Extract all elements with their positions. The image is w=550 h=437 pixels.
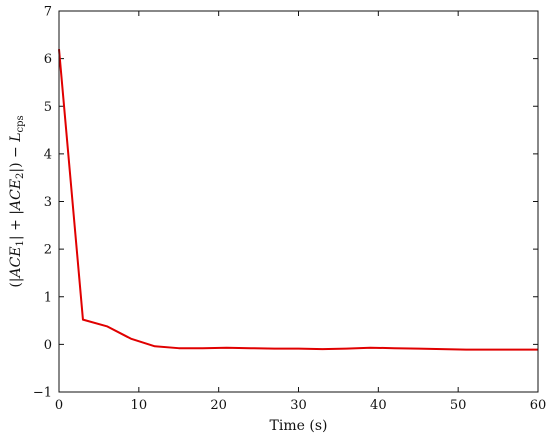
- y-axis-title-part: | + |: [8, 210, 24, 240]
- y-axis-title-part: 1: [15, 240, 26, 246]
- y-tick-label: 2: [44, 243, 52, 258]
- series-line: [58, 49, 538, 351]
- y-tick-label: −1: [33, 386, 52, 401]
- plot-frame: [58, 10, 539, 393]
- y-axis-ticks: −1 0 1 2 3 4 5 6 7: [33, 5, 538, 401]
- x-tick-label: 60: [530, 398, 547, 413]
- y-axis-title-part: L: [8, 132, 24, 142]
- x-axis-ticks: 0 10 20 30 40 50 60: [55, 11, 546, 413]
- y-axis-title-part: (|: [8, 277, 24, 287]
- y-axis-title-part: ACE: [8, 246, 24, 279]
- y-axis-title: (|ACE1| + |ACE2|) − Lcps: [8, 115, 26, 287]
- x-tick-label: 10: [131, 398, 148, 413]
- x-tick-label: 50: [450, 398, 467, 413]
- x-axis-title: Time (s): [270, 418, 328, 434]
- y-tick-label: 1: [44, 290, 52, 305]
- y-tick-label: 3: [44, 195, 52, 210]
- y-tick-label: 5: [44, 100, 52, 115]
- y-tick-label: 4: [44, 147, 52, 162]
- x-tick-label: 30: [290, 398, 307, 413]
- y-tick-label: 6: [44, 52, 52, 67]
- y-tick-label: 0: [44, 338, 52, 353]
- y-axis-title-part: cps: [15, 115, 26, 132]
- series-layer: [58, 49, 538, 351]
- y-axis-title-part: 2: [15, 173, 26, 179]
- y-axis-title-part: ACE: [8, 179, 24, 212]
- y-axis-title-part: |) −: [8, 142, 24, 173]
- x-tick-label: 20: [210, 398, 227, 413]
- y-tick-label: 7: [44, 5, 52, 20]
- x-tick-label: 40: [370, 398, 387, 413]
- x-tick-label: 0: [55, 398, 63, 413]
